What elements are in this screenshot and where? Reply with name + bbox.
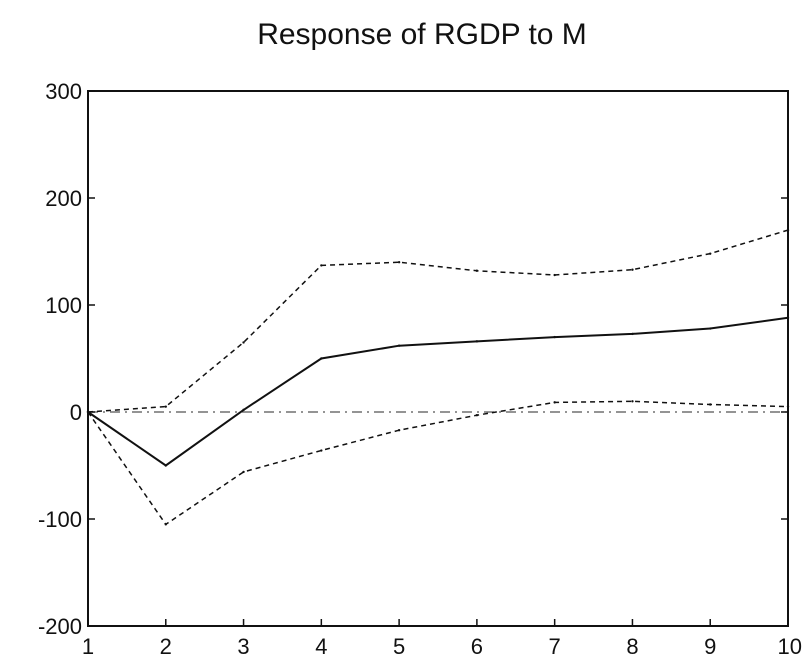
upper-band-point xyxy=(553,273,556,277)
upper-band-point xyxy=(631,268,634,271)
plot-frame xyxy=(87,90,789,627)
upper-band-point xyxy=(475,269,479,272)
y-axis-ticks: 300 200 100 0 -100 -200 xyxy=(38,79,788,639)
x-axis-ticks: 1 2 3 4 5 6 7 8 9 10 xyxy=(82,619,802,659)
x-tick-label: 6 xyxy=(471,634,483,659)
response-point xyxy=(164,464,167,467)
response-point xyxy=(631,332,634,336)
series-layer xyxy=(86,228,790,526)
y-tick-label: 300 xyxy=(45,79,82,104)
lower-band-point xyxy=(397,428,401,432)
x-tick-label: 3 xyxy=(237,634,249,659)
upper-band-point xyxy=(786,228,790,232)
lower-band-point xyxy=(631,400,634,403)
upper-band-point xyxy=(397,261,401,264)
y-tick-label: 200 xyxy=(45,186,82,211)
lower-band-point xyxy=(709,403,712,406)
x-tick-label: 2 xyxy=(160,634,172,659)
response-line xyxy=(87,316,789,467)
upper-band-point xyxy=(242,341,245,344)
upper-band-point xyxy=(320,264,323,267)
y-tick-label: 0 xyxy=(70,400,82,425)
x-tick-label: 9 xyxy=(704,634,716,659)
x-tick-label: 4 xyxy=(315,634,327,659)
lower-band-point xyxy=(164,523,167,526)
response-point xyxy=(553,335,556,339)
y-tick-label: -200 xyxy=(38,614,82,639)
response-point xyxy=(320,357,323,360)
lower-band-point xyxy=(786,405,790,408)
response-point xyxy=(397,344,401,347)
lower-band-point xyxy=(242,470,245,474)
x-tick-label: 1 xyxy=(82,634,94,659)
response-point xyxy=(709,327,712,330)
y-tick-label: -100 xyxy=(38,507,82,532)
x-tick-label: 7 xyxy=(549,634,561,659)
upper-band-point xyxy=(164,405,167,408)
lower-band-point xyxy=(475,414,479,417)
response-point xyxy=(242,408,245,412)
lower-band-line xyxy=(87,400,789,526)
y-tick-label: 100 xyxy=(45,293,82,318)
x-tick-label: 8 xyxy=(626,634,638,659)
x-tick-label: 5 xyxy=(393,634,405,659)
lower-band-point xyxy=(553,401,556,404)
upper-band-point xyxy=(709,252,712,255)
response-point xyxy=(475,340,479,343)
response-point xyxy=(786,316,790,320)
lower-band-point xyxy=(320,449,323,452)
x-tick-label: 10 xyxy=(778,634,802,659)
chart-title: Response of RGDP to M xyxy=(257,18,587,51)
upper-band-line xyxy=(87,229,789,413)
